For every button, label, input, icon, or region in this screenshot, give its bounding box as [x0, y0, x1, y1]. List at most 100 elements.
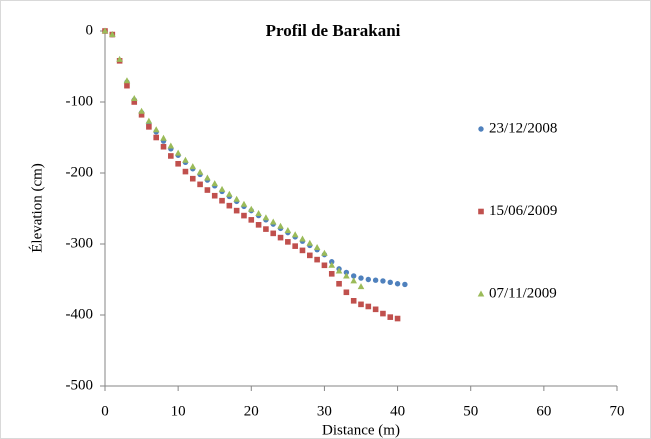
marker	[145, 117, 153, 124]
marker	[160, 134, 167, 141]
marker	[343, 289, 350, 296]
marker	[167, 142, 175, 149]
marker	[116, 55, 123, 62]
marker	[182, 168, 189, 175]
marker	[101, 27, 109, 34]
marker	[269, 218, 277, 225]
marker	[123, 77, 131, 84]
marker	[350, 277, 357, 284]
marker	[365, 276, 372, 283]
marker	[350, 273, 357, 279]
marker	[307, 252, 313, 259]
marker	[277, 222, 284, 229]
marker	[358, 301, 364, 308]
marker	[358, 275, 364, 281]
marker	[328, 271, 335, 277]
marker	[174, 149, 182, 156]
marker	[153, 134, 159, 141]
marker	[197, 181, 203, 188]
marker	[478, 208, 484, 215]
marker	[131, 99, 138, 105]
x-tick-label: 30	[317, 403, 332, 419]
marker	[233, 207, 240, 214]
x-tick-label: 20	[244, 403, 259, 419]
marker	[233, 195, 240, 202]
marker	[365, 303, 372, 310]
marker	[189, 163, 197, 170]
marker	[211, 180, 219, 187]
marker	[285, 239, 291, 245]
marker	[284, 227, 292, 234]
marker	[387, 314, 394, 320]
marker	[247, 205, 255, 212]
y-axis-label: Élevation (cm)	[28, 163, 45, 253]
legend-label: 23/12/2008	[489, 120, 557, 136]
marker	[314, 256, 320, 263]
marker	[255, 222, 262, 228]
marker	[335, 267, 343, 274]
legend-label: 07/11/2009	[489, 285, 557, 301]
marker	[175, 160, 181, 167]
marker	[299, 235, 306, 242]
marker	[372, 306, 379, 313]
marker	[328, 261, 336, 268]
marker	[196, 168, 204, 175]
marker	[204, 174, 211, 181]
x-tick-label: 0	[101, 403, 109, 419]
y-tick-label: -500	[66, 377, 94, 393]
marker	[357, 283, 365, 290]
marker	[138, 107, 145, 114]
marker	[130, 94, 138, 101]
marker	[182, 156, 189, 163]
marker	[152, 126, 160, 133]
marker	[270, 230, 277, 237]
marker	[321, 262, 328, 269]
marker	[402, 281, 408, 288]
x-axis-label: Distance (m)	[322, 422, 400, 438]
marker	[380, 310, 386, 317]
marker	[218, 185, 226, 192]
marker	[299, 247, 306, 254]
marker	[240, 200, 248, 207]
x-tick-label: 70	[610, 403, 625, 419]
legend-label: 15/06/2009	[489, 203, 557, 219]
marker	[241, 212, 247, 219]
marker	[321, 249, 328, 256]
marker	[291, 231, 299, 238]
x-tick-label: 40	[390, 403, 405, 419]
y-tick-label: 0	[86, 22, 94, 38]
marker	[189, 175, 196, 182]
y-tick-label: -300	[66, 235, 94, 251]
marker	[277, 234, 284, 241]
marker	[478, 126, 484, 132]
marker	[109, 31, 116, 38]
marker	[226, 190, 233, 197]
marker	[204, 187, 211, 193]
marker	[394, 281, 401, 287]
marker	[306, 239, 314, 246]
marker	[255, 209, 262, 216]
marker	[477, 290, 485, 297]
marker	[380, 278, 386, 284]
y-tick-label: -100	[66, 93, 94, 109]
marker	[146, 124, 152, 130]
chart-title: Profil de Barakani	[266, 21, 401, 40]
marker	[292, 243, 298, 249]
x-tick-label: 50	[463, 403, 478, 419]
marker	[219, 197, 225, 204]
marker	[263, 226, 269, 232]
marker	[226, 202, 233, 209]
marker	[372, 277, 379, 283]
marker	[211, 192, 218, 199]
marker	[343, 269, 350, 276]
y-tick-label: -200	[66, 164, 94, 180]
y-tick-label: -400	[66, 306, 94, 322]
marker	[329, 259, 335, 265]
marker	[394, 315, 401, 322]
marker	[124, 82, 130, 89]
marker	[168, 153, 174, 159]
marker	[138, 111, 145, 118]
marker	[350, 298, 357, 304]
